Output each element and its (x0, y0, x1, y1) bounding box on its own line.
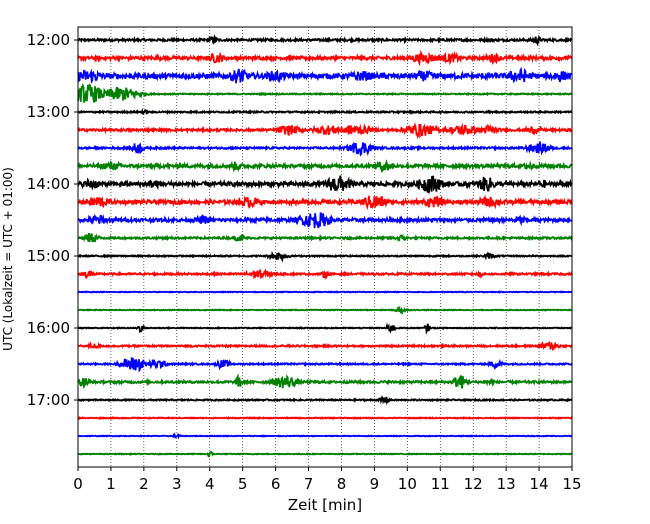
y-tick-label-17:00: 17:00 (27, 391, 70, 409)
x-tick-label-11: 11 (431, 475, 450, 493)
trace-1700 (77, 395, 573, 406)
trace-1345 (77, 159, 573, 173)
y-tick-label-15:00: 15:00 (27, 247, 70, 265)
x-axis-label: Zeit [min] (288, 496, 362, 514)
y-tick-label-16:00: 16:00 (27, 319, 70, 337)
trace-1730 (77, 432, 573, 440)
trace-1500 (77, 250, 573, 263)
trace-1415 (77, 195, 573, 211)
trace-1615 (77, 340, 573, 352)
trace-1715 (77, 415, 573, 421)
trace-1200 (77, 34, 573, 47)
trace-1530 (77, 290, 573, 294)
trace-1315 (77, 121, 573, 140)
trace-1445 (77, 233, 573, 243)
trace-1330 (77, 141, 573, 157)
x-tick-label-14: 14 (530, 475, 549, 493)
trace-1630 (77, 357, 573, 373)
x-tick-label-8: 8 (337, 475, 347, 493)
x-tick-label-1: 1 (106, 475, 116, 493)
x-tick-label-10: 10 (398, 475, 417, 493)
trace-1600 (77, 322, 573, 335)
x-tick-label-3: 3 (172, 475, 182, 493)
trace-1400 (77, 175, 573, 194)
x-tick-label-15: 15 (562, 475, 581, 493)
x-tick-label-6: 6 (271, 475, 281, 493)
seismic-traces (77, 34, 573, 458)
trace-1430 (77, 212, 573, 229)
trace-1215 (77, 49, 573, 67)
x-axis-ticks: 0 1 2 3 4 5 6 7 8 9 10 11 12 13 14 15 (73, 467, 582, 493)
trace-1245 (77, 82, 573, 103)
x-tick-label-7: 7 (304, 475, 314, 493)
trace-1545 (77, 305, 573, 316)
plot-frame (77, 26, 573, 468)
x-tick-label-0: 0 (73, 475, 83, 493)
grid-lines (110, 27, 540, 467)
trace-1745 (77, 450, 573, 458)
y-axis-label: UTC (Lokalzeit = UTC + 01:00) (1, 167, 15, 351)
y-tick-label-14:00: 14:00 (27, 175, 70, 193)
x-tick-label-2: 2 (139, 475, 149, 493)
trace-1515 (77, 268, 573, 280)
trace-1230 (77, 66, 573, 85)
y-tick-label-13:00: 13:00 (27, 103, 70, 121)
x-tick-label-12: 12 (464, 475, 483, 493)
trace-1300 (77, 107, 573, 115)
x-tick-label-13: 13 (497, 475, 516, 493)
x-tick-label-4: 4 (205, 475, 215, 493)
x-tick-label-5: 5 (238, 475, 248, 493)
y-tick-label-12:00: 12:00 (27, 31, 70, 49)
trace-1645 (77, 373, 573, 390)
y-axis-ticks: 12:00 13:00 14:00 15:00 16:00 17:00 (27, 31, 78, 409)
x-tick-label-9: 9 (370, 475, 380, 493)
